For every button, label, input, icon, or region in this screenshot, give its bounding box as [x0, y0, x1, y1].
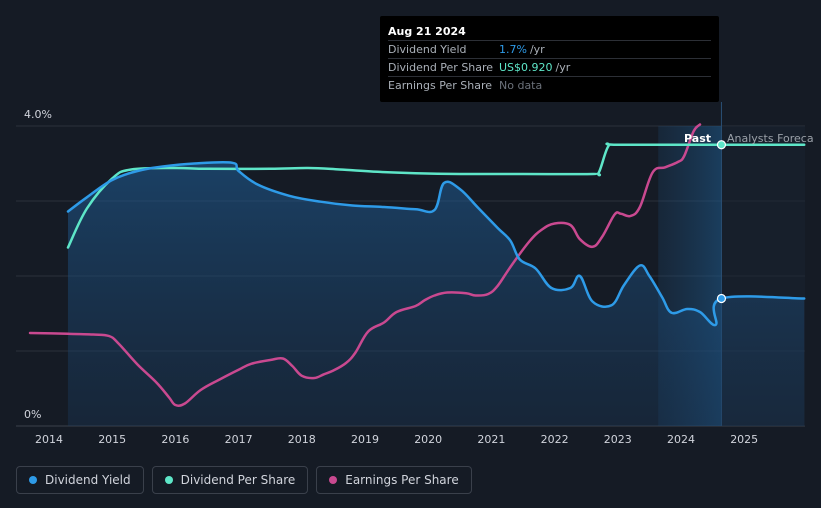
- period-labels: Past Analysts Foreca: [684, 132, 814, 145]
- legend-dot: [329, 476, 338, 484]
- tooltip-row-value: 1.7%: [499, 43, 527, 56]
- dividend-yield-line: [66, 160, 806, 327]
- dividend-per-share-marker: [716, 140, 727, 150]
- tooltip-row-name: Earnings Per Share: [388, 79, 493, 92]
- legend-earnings-per-share[interactable]: Earnings Per Share: [316, 466, 472, 494]
- legend: Dividend Yield Dividend Per Share Earnin…: [16, 466, 472, 494]
- legend-dot: [29, 476, 37, 484]
- tooltip-row-dividend-per-share: Dividend Per Share US$0.920 /yr: [388, 58, 711, 76]
- tooltip-row-unit: /yr: [555, 61, 571, 74]
- tooltip-row-dividend-yield: Dividend Yield 1.7% /yr: [388, 40, 711, 58]
- y-tick-label: 4.0%: [24, 108, 52, 121]
- x-tick-label: 2022: [541, 433, 569, 446]
- x-tick-label: 2014: [35, 433, 63, 446]
- x-tick-label: 2025: [730, 433, 758, 446]
- series-lines: [28, 123, 806, 407]
- x-tick-label: 2018: [288, 433, 316, 446]
- forecast-label: Analysts Foreca: [727, 132, 814, 145]
- tooltip-row-name: Dividend Yield: [388, 43, 467, 56]
- x-tick-label: 2015: [98, 433, 126, 446]
- tooltip-row-value: No data: [499, 79, 543, 92]
- legend-label: Earnings Per Share: [345, 473, 459, 487]
- tooltip-row-earnings-per-share: Earnings Per Share No data: [388, 76, 711, 94]
- legend-dividend-yield[interactable]: Dividend Yield: [16, 466, 144, 494]
- series-markers: [716, 140, 727, 304]
- tooltip-date: Aug 21 2024: [388, 25, 466, 38]
- x-tick-label: 2019: [351, 433, 379, 446]
- past-label: Past: [684, 132, 711, 145]
- axis-labels: 2014 2015 2016 2017 2018 2019 2020 2021 2022 2023…: [24, 108, 758, 446]
- dividend-per-share-line: [66, 142, 806, 249]
- legend-label: Dividend Yield: [45, 473, 131, 487]
- dividend-yield-marker: [716, 293, 727, 304]
- earnings-per-share-line: [28, 123, 702, 407]
- y-tick-label: 0%: [24, 408, 41, 421]
- tooltip-row-unit: /yr: [529, 43, 545, 56]
- x-tick-label: 2017: [225, 433, 253, 446]
- legend-dividend-per-share[interactable]: Dividend Per Share: [151, 466, 309, 494]
- x-tick-label: 2024: [667, 433, 695, 446]
- x-tick-label: 2023: [604, 433, 632, 446]
- tooltip-row-name: Dividend Per Share: [388, 61, 494, 74]
- x-tick-label: 2016: [161, 433, 189, 446]
- x-tick-label: 2021: [477, 433, 505, 446]
- tooltip-row-value: US$0.920: [499, 61, 553, 74]
- x-tick-label: 2020: [414, 433, 442, 446]
- legend-dot: [164, 476, 173, 484]
- tooltip: Aug 21 2024 Dividend Yield 1.7% /yr Divi…: [380, 16, 719, 102]
- legend-label: Dividend Per Share: [180, 473, 296, 487]
